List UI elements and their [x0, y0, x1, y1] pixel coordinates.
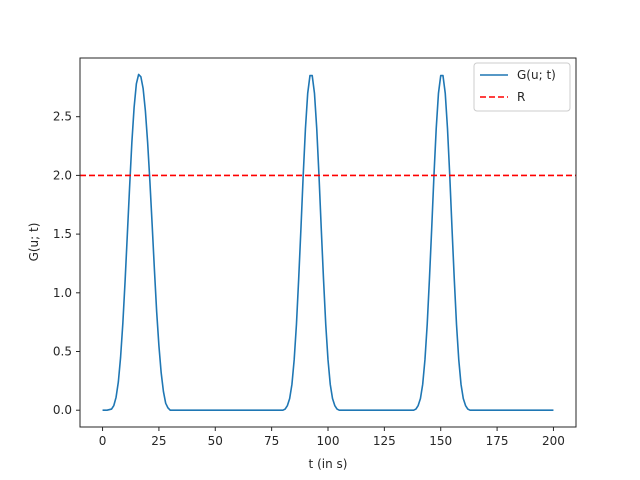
- y-tick-label: 0.5: [53, 345, 72, 359]
- x-tick-label: 25: [151, 434, 166, 448]
- y-axis-ticks: 0.0 0.5 1.0 1.5 2.0 2.5: [53, 110, 80, 417]
- legend-label-g: G(u; t): [517, 68, 556, 82]
- x-tick-label: 175: [486, 434, 509, 448]
- series-line-g: [102, 73, 554, 412]
- legend-label-r: R: [517, 90, 525, 104]
- x-tick-label: 100: [317, 434, 340, 448]
- x-tick-label: 125: [373, 434, 396, 448]
- x-axis-label: t (in s): [309, 457, 348, 471]
- y-tick-label: 1.0: [53, 286, 72, 300]
- x-tick-label: 0: [99, 434, 107, 448]
- x-tick-label: 75: [264, 434, 279, 448]
- y-axis-label: G(u; t): [27, 223, 41, 262]
- y-tick-label: 0.0: [53, 403, 72, 417]
- legend: G(u; t) R: [473, 62, 571, 112]
- y-tick-label: 2.5: [53, 110, 72, 124]
- x-tick-label: 150: [429, 434, 452, 448]
- series-layer: [80, 73, 576, 412]
- y-tick-label: 1.5: [53, 227, 72, 241]
- x-tick-label: 200: [542, 434, 565, 448]
- y-tick-label: 2.0: [53, 168, 72, 182]
- x-axis-ticks: 0 25 50 75 100 125 150 175 200: [99, 427, 565, 448]
- x-tick-label: 50: [208, 434, 223, 448]
